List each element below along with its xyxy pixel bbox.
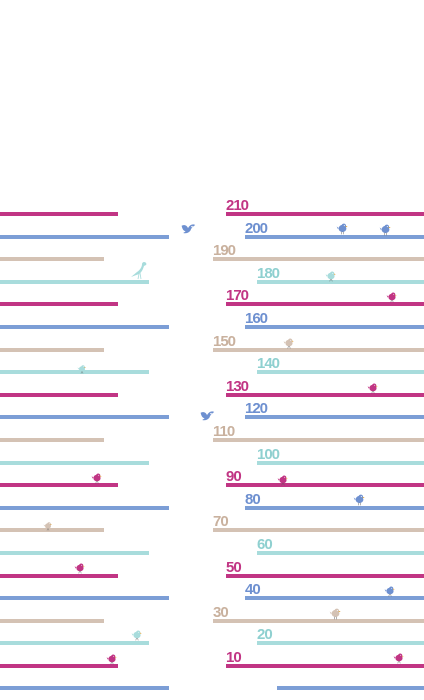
ruler-label: 50	[226, 559, 242, 576]
right-bar	[257, 370, 424, 374]
left-bar	[0, 280, 149, 284]
right-bar	[226, 302, 424, 306]
left-bar	[0, 461, 149, 465]
magenta-bird-icon	[106, 650, 118, 669]
right-bar	[257, 280, 424, 284]
tan-bird-icon	[43, 516, 53, 535]
right-bar	[245, 325, 424, 329]
tan-bird-icon	[283, 334, 295, 353]
left-bar	[0, 257, 104, 261]
right-bar	[226, 393, 424, 397]
teal-bird-icon	[77, 359, 87, 378]
right-bar	[226, 483, 424, 487]
left-bar	[0, 641, 149, 645]
crane-bird-icon	[128, 260, 148, 284]
left-bar	[0, 235, 169, 239]
ruler-label: 110	[213, 423, 235, 440]
ruler-label: 70	[213, 513, 229, 530]
right-bar	[213, 438, 424, 442]
right-bar	[213, 257, 424, 261]
magenta-bird-icon	[277, 471, 289, 490]
left-bar	[0, 596, 169, 600]
left-bar	[0, 551, 149, 555]
ruler-label: 120	[245, 400, 268, 417]
left-bar	[0, 370, 149, 374]
right-bar	[257, 551, 424, 555]
left-bar	[0, 438, 104, 442]
left-bar	[0, 686, 169, 690]
magenta-bird-icon	[393, 649, 405, 668]
ruler-label: 40	[245, 581, 261, 598]
bluebird-icon	[199, 408, 215, 428]
magenta-bird-icon	[91, 469, 103, 488]
right-bar	[213, 619, 424, 623]
right-bar	[245, 235, 424, 239]
ruler-label: 130	[226, 378, 249, 395]
left-bar	[0, 528, 104, 532]
right-bar	[277, 686, 424, 690]
magenta-bird-icon	[74, 559, 86, 578]
left-bar	[0, 393, 118, 397]
left-bar	[0, 574, 118, 578]
left-bar	[0, 302, 118, 306]
bluebird-icon	[353, 491, 366, 510]
ruler-label: 100	[257, 446, 280, 463]
right-bar	[257, 641, 424, 645]
left-bar	[0, 619, 104, 623]
right-bar	[245, 506, 424, 510]
left-bar	[0, 325, 169, 329]
right-bar	[213, 348, 424, 352]
right-bar	[226, 212, 424, 216]
ruler-label: 10	[226, 649, 242, 666]
ruler-label: 190	[213, 242, 236, 259]
left-bar	[0, 664, 118, 668]
ruler-label: 180	[257, 265, 280, 282]
left-bar	[0, 415, 169, 419]
left-bar	[0, 212, 118, 216]
bluebird-icon	[384, 582, 396, 601]
bluebird-icon	[180, 221, 196, 241]
left-bar	[0, 348, 104, 352]
ruler-label: 20	[257, 626, 273, 643]
ruler-label: 80	[245, 491, 261, 508]
ruler-label: 150	[213, 333, 236, 350]
right-bar	[213, 528, 424, 532]
ruler-label: 200	[245, 220, 268, 237]
ruler-label: 210	[226, 197, 249, 214]
right-bar	[226, 574, 424, 578]
magenta-bird-icon	[386, 288, 398, 307]
ruler-label: 90	[226, 468, 242, 485]
ruler-label: 140	[257, 355, 280, 372]
ruler-label: 30	[213, 604, 229, 621]
ruler-label: 170	[226, 287, 249, 304]
right-bar	[245, 415, 424, 419]
bluebird-icon	[379, 221, 392, 240]
teal-bird-icon	[325, 267, 337, 286]
teal-bird-icon	[131, 626, 143, 645]
left-bar	[0, 483, 118, 487]
tan-bird-icon	[329, 605, 342, 624]
right-bar	[226, 664, 424, 668]
bluebird-icon	[336, 220, 349, 239]
right-bar	[257, 461, 424, 465]
magenta-bird-icon	[367, 379, 379, 398]
ruler-label: 160	[245, 310, 268, 327]
right-bar	[245, 596, 424, 600]
left-bar	[0, 506, 169, 510]
ruler-label: 60	[257, 536, 273, 553]
